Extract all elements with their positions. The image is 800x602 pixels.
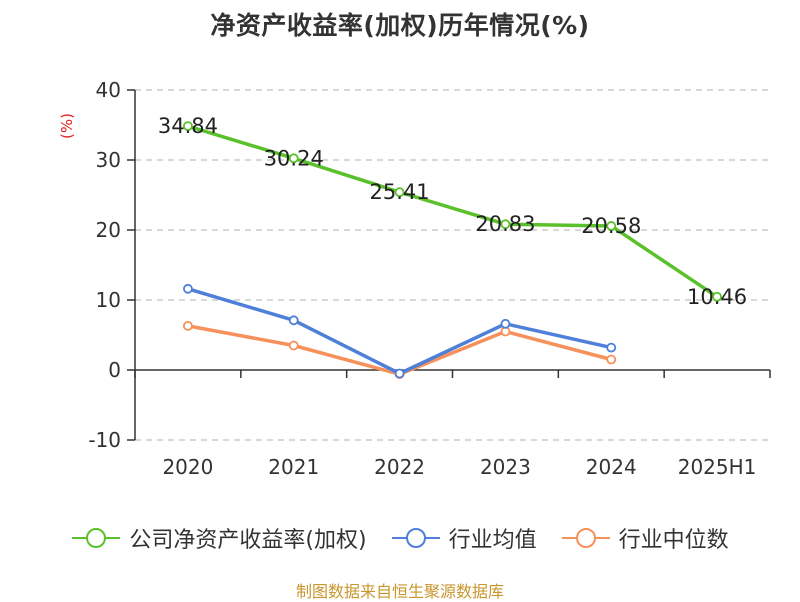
series-point-1[interactable] xyxy=(500,318,511,329)
legend-swatch-median-icon xyxy=(561,528,610,548)
legend-item-median[interactable]: 行业中位数 xyxy=(561,522,729,554)
y-tick-label: 0 xyxy=(108,358,121,382)
y-tick-label: 30 xyxy=(96,148,121,172)
legend-label-median: 行业中位数 xyxy=(618,528,729,553)
source-note: 制图数据来自恒生聚源数据库 xyxy=(295,582,504,601)
series-point-2[interactable] xyxy=(606,354,617,365)
series-line-1 xyxy=(187,287,612,376)
chart-title: 净资产收益率(加权)历年情况(%) xyxy=(210,11,590,40)
x-tick-label: 2022 xyxy=(374,455,425,479)
data-label: 25.41 xyxy=(370,180,430,204)
y-axis-unit-label: (%) xyxy=(58,113,76,139)
legend: 公司净资产收益率(加权) 行业均值 行业中位数 xyxy=(0,518,800,558)
grid-lines xyxy=(135,89,770,441)
x-tick-label: 2025H1 xyxy=(678,455,757,479)
series-line-0 xyxy=(187,124,719,299)
series-point-0[interactable] xyxy=(394,187,405,198)
series-point-0[interactable] xyxy=(606,221,617,231)
series-point-2[interactable] xyxy=(183,320,193,331)
series-point-0[interactable] xyxy=(288,153,299,164)
series-point-0[interactable] xyxy=(183,121,193,132)
series-point-1[interactable] xyxy=(183,283,193,294)
data-label: 20.83 xyxy=(475,212,535,236)
x-tick-label: 2021 xyxy=(268,455,319,479)
y-tick-label: 40 xyxy=(96,78,121,102)
legend-swatch-main-icon xyxy=(72,528,121,548)
series-point-0[interactable] xyxy=(712,291,722,302)
x-tick-label: 2020 xyxy=(162,455,213,479)
data-label: 20.58 xyxy=(581,214,641,238)
series-point-1[interactable] xyxy=(394,368,405,379)
legend-swatch-avg-icon xyxy=(391,528,440,548)
series-lines xyxy=(183,121,722,380)
legend-label-main: 公司净资产收益率(加权) xyxy=(129,528,367,553)
series-point-0[interactable] xyxy=(500,219,511,230)
legend-label-avg: 行业均值 xyxy=(448,528,537,553)
x-tick-label: 2023 xyxy=(480,455,531,479)
data-labels: 34.84 30.24 25.41 20.83 20.58 10.46 xyxy=(158,114,747,309)
series-point-2[interactable] xyxy=(500,326,511,337)
series-point-1[interactable] xyxy=(606,342,617,353)
axes: -10 0 10 20 30 40 (%) 2020 2021 2022 2023 2024 2025H… xyxy=(58,78,771,479)
y-tick-label: 20 xyxy=(96,218,121,242)
data-label: 10.46 xyxy=(687,285,747,309)
series-point-2[interactable] xyxy=(288,340,299,351)
legend-item-avg[interactable]: 行业均值 xyxy=(391,522,537,554)
series-point-1[interactable] xyxy=(288,315,299,326)
data-label: 30.24 xyxy=(264,146,324,170)
y-tick-label: -10 xyxy=(88,428,121,452)
y-tick-label: 10 xyxy=(96,288,121,312)
legend-item-main[interactable]: 公司净资产收益率(加权) xyxy=(71,522,367,554)
x-tick-label: 2024 xyxy=(586,455,637,479)
data-label: 34.84 xyxy=(158,114,218,138)
